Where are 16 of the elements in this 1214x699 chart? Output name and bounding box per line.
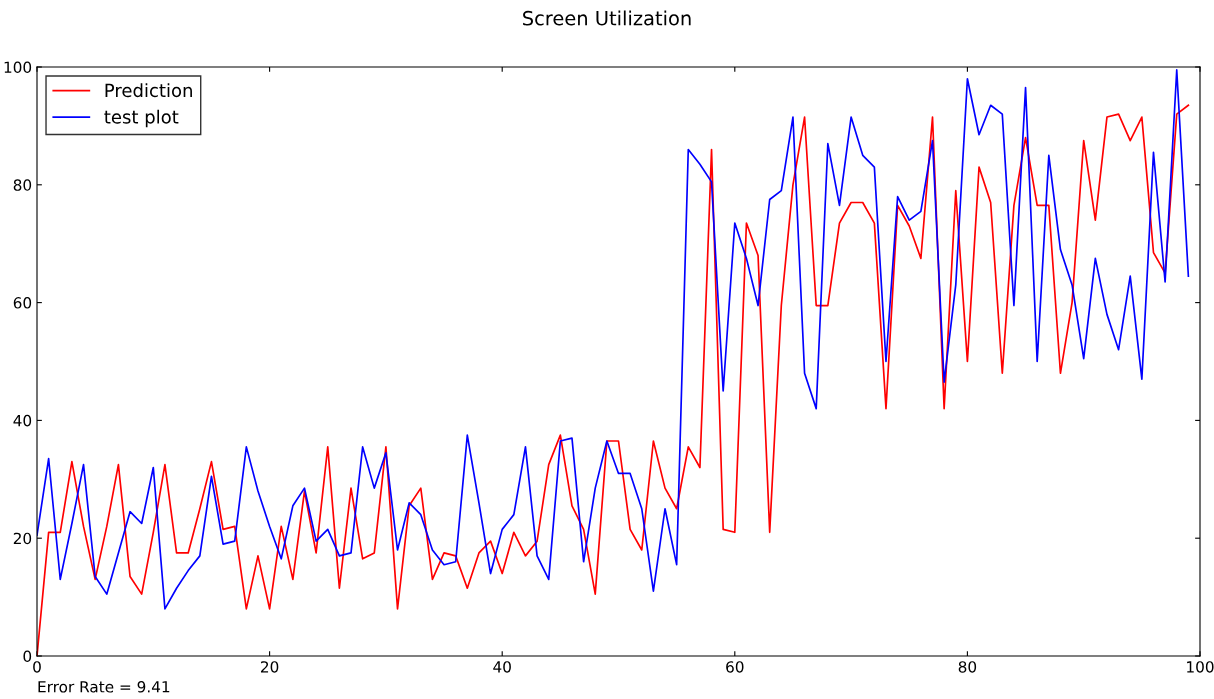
x-tick-label: 40	[493, 661, 511, 673]
x-tick-label: 0	[33, 661, 41, 673]
x-tick-label: 80	[958, 661, 977, 673]
chart-title: Screen Utilization	[523, 10, 691, 26]
x-tick-label: 60	[726, 661, 744, 673]
x-tick-label: 100	[1187, 661, 1214, 673]
y-tick-label: 60	[13, 297, 32, 309]
y-tick-label: 80	[13, 179, 32, 191]
y-tick-label: 100	[4, 61, 32, 74]
y-tick-label: 20	[13, 532, 32, 545]
text: Error Rate = 9.41	[38, 680, 170, 693]
y-tick-label: 40	[13, 414, 32, 427]
y-tick-label: 0	[23, 650, 32, 663]
legend-label: Prediction	[105, 83, 192, 98]
legend-label: test plot	[104, 109, 179, 128]
x-tick-label: 20	[261, 661, 279, 673]
